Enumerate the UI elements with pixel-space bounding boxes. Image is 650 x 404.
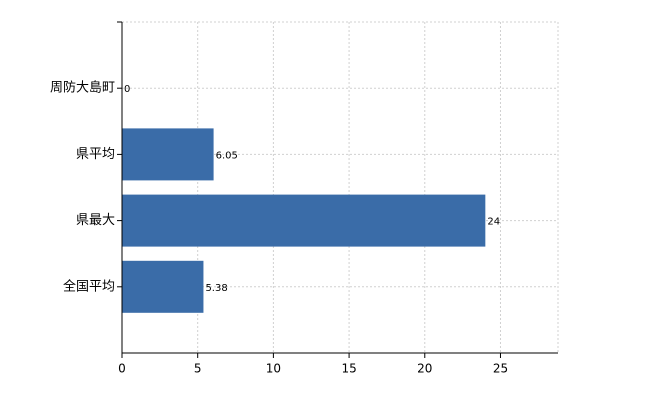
y-tick-label: 全国平均 bbox=[63, 278, 115, 294]
y-tick-label: 県最大 bbox=[76, 213, 115, 228]
bar bbox=[122, 260, 204, 313]
value-label: 5.38 bbox=[205, 283, 227, 294]
x-tick-label: 25 bbox=[493, 362, 508, 376]
y-tick-label: 県平均 bbox=[76, 147, 115, 162]
x-tick-label: 5 bbox=[194, 362, 202, 376]
x-tick-label: 10 bbox=[266, 362, 281, 376]
x-tick-label: 0 bbox=[118, 362, 126, 376]
value-label: 0 bbox=[124, 84, 130, 95]
x-tick-label: 15 bbox=[341, 362, 356, 376]
value-label: 24 bbox=[487, 217, 500, 228]
x-tick-label: 20 bbox=[417, 362, 432, 376]
bar bbox=[122, 194, 486, 247]
value-label: 6.05 bbox=[216, 150, 238, 161]
y-tick-label: 周防大島町 bbox=[50, 80, 115, 96]
bar bbox=[122, 128, 214, 181]
